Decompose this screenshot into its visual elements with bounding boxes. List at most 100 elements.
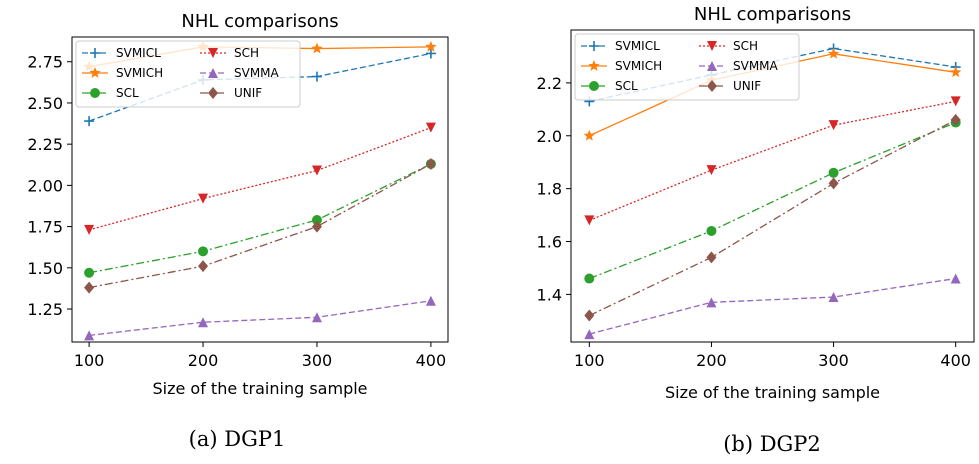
chart-1-y-tick-label: 2.75 xyxy=(27,53,63,72)
chart-2-legend-label-unif: UNIF xyxy=(733,79,761,93)
chart-1-legend-marker-unif xyxy=(208,87,218,99)
chart-1-x-axis-label: Size of the training sample xyxy=(152,379,367,398)
chart-2-title: NHL comparisons xyxy=(694,4,851,25)
chart-1-y-tick-label: 2.25 xyxy=(27,135,63,154)
chart-1-svmicl-point xyxy=(311,71,322,82)
chart-2-y-tick-label: 2.0 xyxy=(537,127,562,146)
chart-2-series-scl xyxy=(584,117,961,284)
chart-1-svmma-point xyxy=(84,330,95,341)
chart-2-caption: (b) DGP2 xyxy=(723,432,821,456)
chart-2-y-tick-label: 1.8 xyxy=(537,180,562,199)
chart-1-unif-point xyxy=(311,220,322,233)
chart-1-x-tick-label: 300 xyxy=(302,351,333,370)
chart-2-series-svmma xyxy=(584,273,961,340)
chart-1-title: NHL comparisons xyxy=(181,11,338,32)
chart-2-x-axis-label: Size of the training sample xyxy=(665,383,880,402)
chart-1-svmma-line xyxy=(89,300,432,337)
chart-1-scl-point xyxy=(198,246,209,257)
chart-1-legend-label-unif: UNIF xyxy=(234,86,262,100)
chart-1-scl-point xyxy=(84,267,95,278)
chart-1-svmicl-line xyxy=(88,52,432,122)
chart-2-unif-point xyxy=(706,251,717,264)
chart-2-scl-point xyxy=(706,225,717,236)
chart-2-legend-box xyxy=(574,33,800,101)
chart-1-series-svmma xyxy=(84,295,436,341)
chart-2-series-sch xyxy=(584,96,961,226)
chart-1-legend-label-svmicl: SVMICL xyxy=(116,46,161,60)
chart-1-legend: SVMICL SVMICH SCL SCH SVMMA UNIF xyxy=(75,40,301,108)
chart-1-legend-marker-scl xyxy=(90,88,100,98)
chart-1-unif-point xyxy=(425,157,436,170)
chart-2: NHL comparisons 100 200 300 400 1.4 1.6 1.8 2.0 2… xyxy=(537,4,975,402)
chart-2-svmich-point xyxy=(827,47,840,59)
chart-2-legend-label-scl: SCL xyxy=(615,79,638,93)
chart-2-legend-marker-svmich xyxy=(588,60,600,71)
chart-1-legend-marker-sch xyxy=(208,48,218,58)
chart-2-axes-frame xyxy=(570,29,975,343)
chart-1-sch-point xyxy=(198,193,209,204)
chart-1: NHL comparisons 100 200 300 400 1.25 1.50 1.75 2… xyxy=(27,11,449,398)
chart-1-x-tick-label: 400 xyxy=(416,351,447,370)
chart-1-sch-point xyxy=(84,224,95,235)
chart-2-scl-line xyxy=(589,121,956,280)
chart-1-legend-label-svmma: SVMMA xyxy=(234,66,280,80)
chart-2-svmich-point xyxy=(949,66,962,78)
chart-1-series-unif xyxy=(84,157,436,294)
chart-2-legend-marker-svmma xyxy=(707,61,717,71)
chart-2-legend-marker-unif xyxy=(707,80,717,92)
chart-2-sch-point xyxy=(828,120,839,131)
chart-2-legend-label-sch: SCH xyxy=(733,39,758,53)
chart-1-svmma-point xyxy=(425,295,436,306)
chart-1-svmich-point xyxy=(311,42,323,54)
chart-2-scl-point xyxy=(584,273,595,284)
chart-2-y-tick-label: 2.2 xyxy=(537,74,562,93)
chart-2-legend-label-svmicl: SVMICL xyxy=(615,39,660,53)
chart-1-y-tick-label: 1.50 xyxy=(27,259,63,278)
chart-1-unif-point xyxy=(198,260,209,273)
chart-2-svmich-point xyxy=(583,129,596,141)
chart-1-y-tick-label: 2.00 xyxy=(27,176,63,195)
chart-1-scl-line xyxy=(88,163,432,274)
chart-2-x-tick-label: 200 xyxy=(696,351,727,370)
chart-2-y-tick-label: 1.6 xyxy=(537,233,562,252)
chart-1-legend-marker-svmich xyxy=(89,67,101,78)
chart-2-legend-label-svmma: SVMMA xyxy=(733,59,779,73)
chart-1-y-tick-label: 2.50 xyxy=(27,94,63,113)
chart-1-legend-label-scl: SCL xyxy=(116,86,139,100)
chart-1-svmich-point xyxy=(425,40,437,52)
chart-2-legend-marker-svmicl xyxy=(589,41,599,51)
chart-2-sch-line xyxy=(589,100,956,221)
chart-1-legend-label-svmich: SVMICH xyxy=(116,66,163,80)
chart-1-legend-marker-svmicl xyxy=(90,48,100,58)
chart-2-unif-point xyxy=(950,113,961,126)
chart-2-legend-marker-sch xyxy=(707,41,717,51)
chart-1-svmicl-point xyxy=(84,116,95,127)
chart-2-legend: SVMICL SVMICH SCL SCH SVMMA UNIF xyxy=(574,33,800,101)
chart-1-svmicl-point xyxy=(425,48,436,59)
chart-1-unif-point xyxy=(84,281,95,294)
chart-1-y-tick-label: 1.75 xyxy=(27,218,63,237)
chart-1-legend-label-sch: SCH xyxy=(234,46,259,60)
chart-1-legend-marker-svmma xyxy=(208,68,218,78)
chart-2-sch-point xyxy=(950,96,961,107)
chart-2-svmma-point xyxy=(706,297,717,308)
chart-1-x-tick-label: 100 xyxy=(74,351,105,370)
chart-2-scl-point xyxy=(828,167,839,178)
chart-2-unif-point xyxy=(828,177,839,190)
chart-2-svmma-point xyxy=(950,273,961,284)
chart-1-sch-line xyxy=(88,127,432,231)
chart-1-sch-point xyxy=(425,122,436,133)
chart-1-axes-frame xyxy=(71,36,449,343)
chart-1-y-tick-label: 1.25 xyxy=(27,300,63,319)
chart-2-sch-point xyxy=(706,165,717,176)
chart-2-svmma-point xyxy=(828,292,839,303)
chart-2-x-tick-label: 100 xyxy=(574,351,605,370)
chart-1-unif-line xyxy=(88,163,432,289)
chart-1-scl-point xyxy=(311,215,322,225)
chart-2-svmma-point xyxy=(584,329,595,340)
chart-2-legend-label-svmich: SVMICH xyxy=(615,59,662,73)
chart-1-series-sch xyxy=(84,122,436,235)
chart-1-legend-box xyxy=(75,40,301,108)
chart-1-series-scl xyxy=(84,158,436,278)
